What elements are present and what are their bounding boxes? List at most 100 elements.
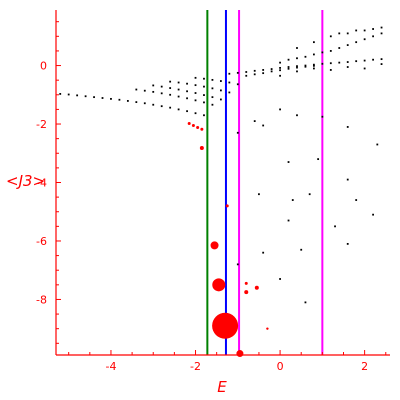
- data-point-46: [203, 77, 205, 80]
- data-point-93: [312, 41, 315, 44]
- data-point-126: [346, 242, 349, 245]
- highlight-point-6: [212, 278, 226, 292]
- data-point-80: [287, 58, 290, 61]
- highlight-point-7: [212, 312, 239, 339]
- data-point-79: [279, 61, 281, 64]
- x-tick-label: 0: [277, 360, 284, 373]
- data-point-88: [355, 41, 358, 44]
- data-point-116: [287, 161, 290, 163]
- data-point-109: [253, 120, 256, 123]
- data-point-107: [380, 63, 383, 65]
- data-point-98: [338, 32, 341, 35]
- data-point-14: [177, 108, 180, 111]
- highlight-points: [187, 121, 269, 358]
- data-point-12: [160, 105, 163, 108]
- data-point-17: [203, 114, 205, 117]
- data-point-81: [296, 57, 298, 60]
- highlight-point-3: [187, 121, 191, 125]
- highlight-point-11: [254, 285, 259, 290]
- data-point-111: [296, 114, 298, 117]
- data-point-94: [329, 35, 332, 38]
- data-point-33: [194, 92, 197, 94]
- data-point-76: [296, 66, 298, 69]
- data-point-20: [152, 90, 155, 93]
- highlight-point-2: [200, 127, 204, 131]
- vertical-reference-lines: [206, 10, 324, 355]
- data-point-84: [321, 51, 324, 54]
- data-point-75: [287, 67, 290, 70]
- data-point-123: [291, 199, 294, 201]
- data-point-82: [304, 55, 307, 58]
- data-point-35: [211, 96, 214, 99]
- highlight-point-4: [199, 146, 204, 150]
- data-point-68: [372, 58, 374, 61]
- data-point-60: [304, 64, 307, 67]
- data-point-117: [317, 158, 320, 161]
- data-point-6: [110, 97, 112, 100]
- data-point-54: [253, 69, 256, 72]
- data-point-108: [262, 124, 265, 127]
- data-point-48: [219, 80, 222, 82]
- data-point-66: [355, 60, 358, 63]
- data-point-0: [59, 93, 62, 95]
- data-point-113: [346, 126, 349, 128]
- data-point-103: [312, 67, 315, 70]
- data-point-65: [346, 61, 349, 63]
- data-point-30: [169, 87, 172, 89]
- data-point-40: [194, 84, 197, 87]
- data-point-44: [228, 91, 231, 94]
- scatter-points: [59, 26, 383, 304]
- data-point-49: [228, 81, 231, 84]
- data-point-118: [346, 178, 349, 181]
- data-point-131: [236, 263, 239, 266]
- data-point-3: [84, 95, 87, 98]
- y-tick-label: -8: [36, 293, 47, 306]
- y-tick-label: -2: [36, 118, 47, 131]
- data-point-32: [186, 90, 188, 93]
- data-point-83: [312, 53, 315, 56]
- data-point-28: [152, 84, 155, 87]
- data-point-23: [177, 95, 180, 98]
- data-point-100: [372, 28, 374, 30]
- data-point-18: [135, 88, 138, 91]
- data-point-112: [321, 115, 324, 118]
- data-point-42: [211, 87, 214, 90]
- data-point-1: [67, 93, 70, 96]
- data-point-89: [363, 38, 366, 41]
- x-tick-label: -4: [105, 360, 116, 373]
- data-point-31: [177, 88, 180, 91]
- data-point-37: [169, 80, 172, 83]
- data-point-95: [346, 32, 349, 35]
- data-point-38: [177, 81, 180, 84]
- data-point-121: [287, 219, 290, 222]
- data-point-101: [279, 74, 281, 77]
- data-point-96: [363, 29, 366, 32]
- data-point-10: [143, 102, 146, 105]
- data-point-67: [363, 59, 366, 62]
- data-point-120: [355, 199, 358, 201]
- data-point-53: [245, 71, 248, 73]
- x-tick-label: -2: [190, 360, 201, 373]
- highlight-point-0: [191, 123, 195, 127]
- data-point-91: [380, 32, 383, 35]
- data-point-78: [312, 64, 315, 67]
- data-point-97: [380, 26, 383, 29]
- highlight-point-5: [210, 241, 219, 250]
- data-point-127: [300, 248, 303, 251]
- data-point-21: [160, 92, 163, 95]
- y-tick-label: -6: [36, 235, 47, 248]
- data-point-39: [186, 82, 188, 85]
- data-point-71: [253, 73, 256, 76]
- data-point-104: [329, 69, 332, 71]
- highlight-point-10: [244, 290, 249, 295]
- y-tick-label: 0: [40, 60, 47, 73]
- data-point-74: [279, 69, 281, 72]
- data-point-72: [262, 72, 265, 75]
- data-point-41: [203, 85, 205, 88]
- data-point-85: [329, 50, 332, 52]
- data-point-45: [194, 76, 197, 79]
- data-point-130: [304, 301, 307, 304]
- data-point-56: [270, 68, 273, 70]
- data-point-51: [228, 72, 231, 75]
